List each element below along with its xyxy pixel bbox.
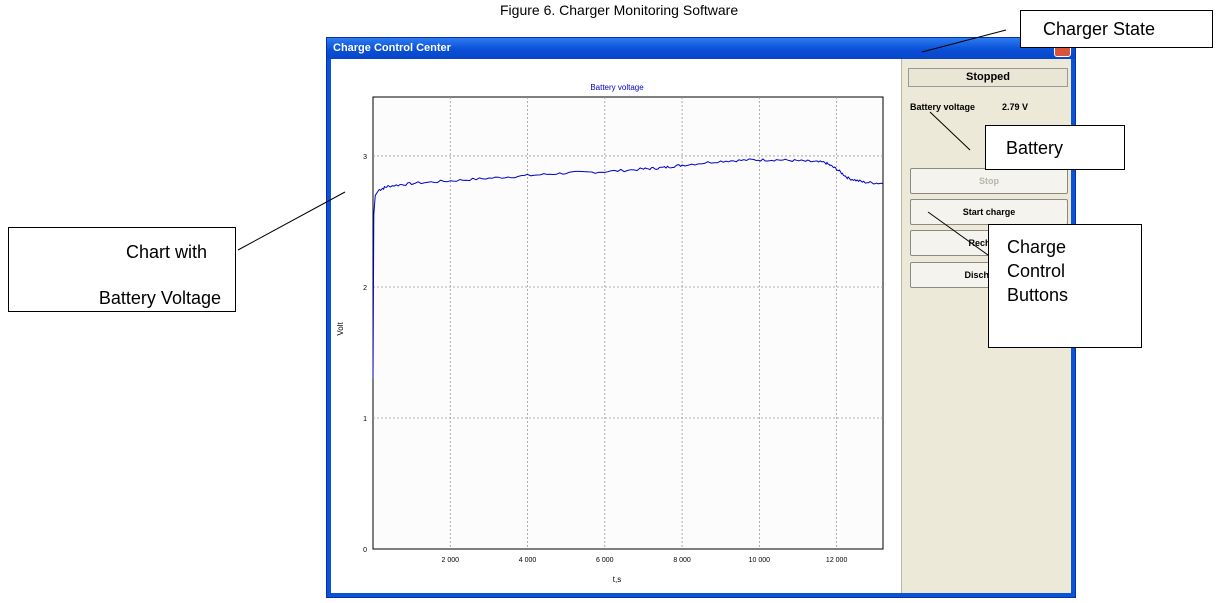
callout-buttons-line-2: Control bbox=[1007, 261, 1066, 281]
x-tick-label: 6 000 bbox=[596, 557, 614, 564]
callout-buttons-line-1: Charge bbox=[1007, 237, 1067, 257]
y-tick-label: 3 bbox=[363, 154, 367, 161]
battery-voltage-chart: Battery voltage t,s Volt 2 000 4 000 6 000… bbox=[336, 83, 884, 584]
x-tick-label: 8 000 bbox=[673, 557, 691, 564]
battery-voltage-line bbox=[372, 158, 884, 379]
callout-battery: Battery bbox=[985, 125, 1125, 170]
callout-charger-state-text: Charger State bbox=[1043, 19, 1156, 39]
x-tick-label: 4 000 bbox=[519, 557, 537, 564]
start-charge-button[interactable]: Start charge bbox=[910, 199, 1068, 225]
callout-chart-line-2: Battery Voltage bbox=[98, 288, 221, 308]
callout-charger-state: Charger State bbox=[1020, 10, 1213, 48]
charger-state-indicator: Stopped bbox=[908, 68, 1068, 87]
chart-y-label: Volt bbox=[336, 322, 345, 336]
battery-voltage-value: 2.79 V bbox=[1002, 102, 1029, 112]
callout-chart-line-1: Chart with bbox=[125, 242, 207, 262]
plot-area bbox=[372, 96, 884, 550]
chart-x-label: t,s bbox=[613, 575, 621, 584]
title-bar[interactable]: Charge Control Center bbox=[327, 38, 1075, 59]
y-tick-label: 2 bbox=[363, 285, 367, 292]
stop-button[interactable]: Stop bbox=[910, 168, 1068, 194]
chart-pane: Battery voltage t,s Volt 2 000 4 000 6 000… bbox=[331, 59, 901, 593]
x-tick-label: 12 000 bbox=[826, 557, 848, 564]
charge-control-window: Charge Control Center Battery voltage t,… bbox=[326, 37, 1076, 598]
chart-title: Battery voltage bbox=[590, 83, 644, 92]
x-tick-label: 2 000 bbox=[442, 557, 460, 564]
battery-voltage-label: Battery voltage bbox=[910, 102, 976, 112]
callout-buttons-line-3: Buttons bbox=[1007, 285, 1069, 305]
y-tick-label: 1 bbox=[363, 416, 367, 423]
figure-caption: Figure 6. Charger Monitoring Software bbox=[500, 2, 739, 18]
callout-charge-control-buttons: Charge Control Buttons bbox=[988, 224, 1142, 348]
window-title: Charge Control Center bbox=[333, 42, 451, 54]
y-tick-label: 0 bbox=[363, 547, 367, 554]
callout-chart: Chart with Battery Voltage bbox=[8, 227, 236, 312]
callout-battery-text: Battery bbox=[1006, 138, 1064, 158]
figure-caption-area: Figure 6. Charger Monitoring Software bbox=[0, 0, 1217, 22]
client-area: Battery voltage t,s Volt 2 000 4 000 6 000… bbox=[331, 59, 1071, 593]
x-tick-label: 10 000 bbox=[749, 557, 771, 564]
